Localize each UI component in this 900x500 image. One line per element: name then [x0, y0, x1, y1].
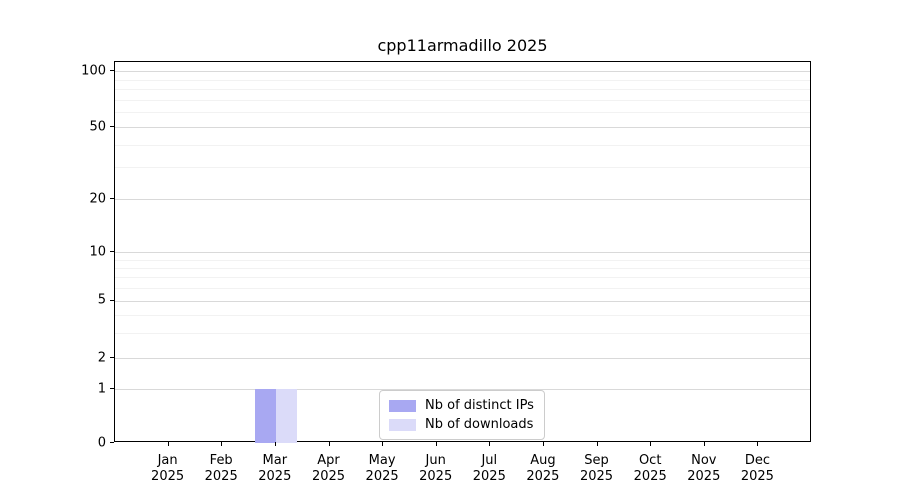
x-tick-mark	[274, 442, 276, 446]
y-tick-mark	[110, 70, 114, 72]
minor-gridline	[115, 100, 810, 101]
x-tick-mark	[650, 442, 652, 446]
x-tick-mark	[435, 442, 437, 446]
legend-swatch	[389, 399, 416, 412]
major-gridline	[115, 389, 810, 391]
x-tick-label: Sep 2025	[579, 453, 614, 484]
y-tick-mark	[110, 442, 114, 443]
x-tick-mark	[703, 442, 705, 446]
legend-item-label: Nb of downloads	[425, 417, 534, 432]
x-tick-label: May 2025	[365, 453, 399, 484]
legend-swatch	[389, 418, 416, 431]
y-tick-label: 50	[89, 119, 106, 135]
minor-gridline	[115, 332, 810, 334]
minor-gridline	[115, 79, 810, 81]
minor-gridline	[115, 89, 810, 91]
legend-item: Nb of downloads	[389, 417, 534, 432]
x-tick-label: Mar 2025	[258, 453, 292, 484]
plot-area: Nb of distinct IPs Nb of downloads	[114, 61, 811, 443]
y-tick-mark	[110, 388, 114, 390]
y-tick-label: 1	[97, 381, 106, 397]
y-tick-label: 100	[81, 63, 106, 79]
y-tick-mark	[110, 198, 114, 200]
bar-downloads	[275, 389, 297, 443]
chart-title: cpp11armadillo 2025	[377, 36, 548, 55]
bar-distinct-ips	[254, 389, 276, 443]
x-tick-mark	[542, 442, 544, 446]
minor-gridline	[115, 288, 810, 290]
x-tick-mark	[221, 442, 223, 446]
major-gridline	[115, 358, 810, 359]
minor-gridline	[115, 267, 810, 269]
x-tick-mark	[596, 442, 598, 446]
minor-gridline	[115, 167, 810, 169]
x-tick-mark	[167, 442, 169, 446]
x-tick-mark	[382, 442, 384, 446]
minor-gridline	[115, 112, 810, 114]
y-tick-label: 20	[89, 191, 106, 207]
x-tick-label: Jan 2025	[151, 453, 185, 484]
x-tick-label: Apr 2025	[311, 453, 346, 484]
legend-item-label: Nb of distinct IPs	[425, 398, 534, 413]
x-tick-label: Aug 2025	[526, 453, 560, 484]
y-tick-mark	[110, 251, 114, 253]
x-tick-mark	[328, 442, 330, 446]
x-tick-label: Nov 2025	[687, 453, 721, 484]
x-tick-label: Jun 2025	[419, 453, 453, 484]
x-tick-label: Feb 2025	[204, 453, 238, 484]
x-tick-label: Oct 2025	[633, 453, 667, 484]
major-gridline	[115, 300, 810, 302]
minor-gridline	[115, 259, 810, 261]
y-tick-label: 2	[97, 350, 106, 365]
legend-item: Nb of distinct IPs	[389, 398, 534, 413]
minor-gridline	[115, 144, 810, 146]
y-tick-label: 0	[97, 435, 106, 450]
x-tick-label: Jul 2025	[472, 453, 506, 484]
major-gridline	[115, 71, 810, 73]
y-tick-label: 5	[97, 292, 106, 308]
legend: Nb of distinct IPs Nb of downloads	[379, 390, 545, 440]
minor-gridline	[115, 314, 810, 316]
y-tick-mark	[110, 357, 114, 358]
minor-gridline	[115, 277, 810, 279]
x-tick-label: Dec 2025	[740, 453, 774, 484]
y-tick-mark	[110, 299, 114, 301]
major-gridline	[115, 127, 810, 129]
x-tick-mark	[489, 442, 491, 446]
major-gridline	[115, 252, 810, 254]
y-tick-label: 10	[89, 244, 106, 260]
y-tick-mark	[110, 126, 114, 128]
x-tick-mark	[757, 442, 759, 446]
major-gridline	[115, 199, 810, 201]
